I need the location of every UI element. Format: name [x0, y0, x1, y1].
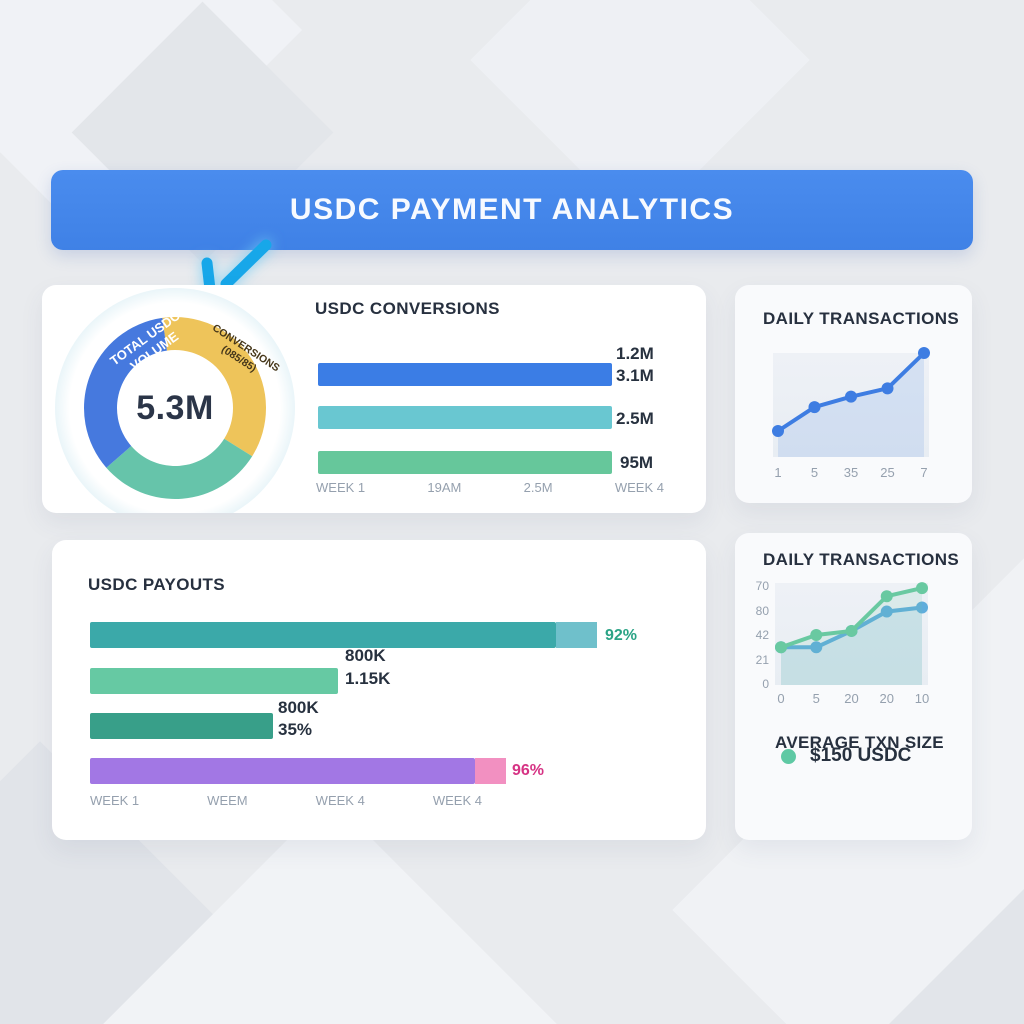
daily-transactions-card-bottom: DAILY TRANSACTIONS 70 80 42 21 0 0 5 20 20 10 AV… — [735, 533, 972, 840]
x-axis-tick: 19AM — [427, 480, 462, 495]
data-point-series-green — [845, 624, 858, 637]
x-axis: WEEK 1 19AM 2.5M WEEK 4 — [316, 480, 664, 495]
payouts-bar-4 — [90, 758, 506, 784]
y-axis-tick: 80 — [755, 603, 769, 618]
x-axis-tick: 1 — [774, 465, 782, 480]
x-axis-tick: 5 — [812, 691, 820, 706]
x-axis-tick: 35 — [843, 465, 859, 480]
data-point-series-green — [880, 590, 893, 603]
bar-value-label: 1.2M — [616, 344, 654, 363]
x-axis: 1 5 35 25 7 — [773, 465, 929, 481]
x-axis-tick: WEEM — [207, 793, 248, 808]
x-axis-tick: 2.5M — [523, 480, 553, 495]
bar-value-label: 800K — [278, 698, 319, 717]
x-axis-tick: 20 — [844, 691, 859, 706]
average-txn-size-value: $150 USDC — [810, 745, 912, 766]
data-point-daily-transactions — [881, 382, 894, 395]
payouts-card: USDC PAYOUTS 92% 800K 1.15K 800K 35% 96%… — [52, 540, 706, 840]
page-title: USDC PAYMENT ANALYTICS — [289, 193, 735, 226]
y-axis-tick: 42 — [755, 628, 769, 642]
payouts-title: USDC PAYOUTS — [88, 575, 226, 594]
bar-value-label: 92% — [605, 627, 638, 644]
bar-value-label: 96% — [512, 762, 545, 779]
data-point-series-green — [810, 629, 823, 642]
line-chart-plot — [772, 347, 930, 457]
x-axis-tick: WEEK 1 — [90, 793, 140, 808]
y-axis: 70 80 42 21 0 — [743, 579, 769, 691]
x-axis-tick: WEEK 4 — [432, 793, 482, 808]
data-point-series-blue — [880, 605, 893, 618]
daily-transactions-title: DAILY TRANSACTIONS — [763, 309, 960, 328]
line-chart-plot — [775, 582, 928, 685]
average-txn-size-row: $150 USDC — [781, 745, 911, 767]
line-chart — [775, 582, 928, 685]
x-axis-tick: 25 — [880, 465, 895, 480]
x-axis-tick: 7 — [920, 465, 928, 480]
data-point-series-blue — [810, 641, 823, 654]
x-axis: WEEK 1 WEEM WEEK 4 WEEK 4 — [90, 793, 482, 808]
payouts-bar-2 — [90, 668, 339, 694]
bar-value-label: 2.5M — [616, 409, 654, 428]
x-axis-tick: 5 — [810, 465, 819, 480]
bar-value-label: 800K — [345, 646, 386, 665]
bar-value-label: 3.1M — [616, 366, 654, 385]
line-area-series-blue — [781, 607, 922, 685]
data-point-series-green — [775, 641, 787, 654]
line-area-daily-transactions — [778, 353, 924, 457]
x-axis-tick: WEEK 1 — [316, 480, 366, 495]
header-banner: USDC PAYMENT ANALYTICS — [51, 170, 973, 250]
donut-center-value: 5.3M — [136, 389, 214, 427]
bar-value-label: 95M — [620, 453, 654, 472]
legend-dot-icon — [781, 748, 796, 764]
payouts-bar-3 — [90, 713, 273, 739]
bar-tip-segment — [556, 622, 597, 648]
conversions-bar-2 — [318, 406, 612, 429]
average-txn-size-title: AVERAGE TXN SIZE — [775, 733, 944, 752]
donut-chart: TOTAL USDC VOLUME CONVERSIONS (085/85) 5… — [42, 285, 312, 513]
daily-transactions-card-top: DAILY TRANSACTIONS 1 5 35 25 7 — [735, 285, 972, 503]
y-axis-tick: 70 — [755, 579, 769, 593]
bar-tip-segment — [475, 758, 506, 784]
daily-transactions-title: DAILY TRANSACTIONS — [763, 550, 960, 569]
x-axis-tick: 10 — [914, 691, 930, 706]
y-axis-tick: 21 — [755, 652, 769, 667]
y-axis-tick: 0 — [762, 677, 769, 691]
x-axis-tick: 0 — [777, 691, 785, 706]
data-point-daily-transactions — [772, 425, 784, 437]
data-point-daily-transactions — [918, 347, 930, 359]
data-point-daily-transactions — [808, 401, 821, 414]
x-axis-tick: WEEK 4 — [614, 480, 664, 495]
data-point-daily-transactions — [845, 390, 857, 403]
x-axis-tick: 20 — [879, 691, 894, 706]
data-point-series-blue — [916, 601, 928, 614]
payouts-bar-1 — [90, 622, 597, 648]
donut-glow — [55, 288, 295, 513]
bar-value-label: 35% — [278, 720, 313, 739]
conversions-bar-1 — [318, 363, 612, 386]
conversions-card: TOTAL USDC VOLUME CONVERSIONS (085/85) 5… — [42, 285, 706, 513]
conversions-bar-3 — [318, 451, 612, 474]
bar-value-label: 1.15K — [345, 669, 391, 688]
x-axis-tick: WEEK 4 — [315, 793, 365, 808]
conversions-title: USDC CONVERSIONS — [315, 299, 500, 318]
line-chart — [772, 347, 930, 457]
data-point-series-green — [916, 582, 928, 595]
x-axis: 0 5 20 20 10 — [775, 691, 930, 707]
